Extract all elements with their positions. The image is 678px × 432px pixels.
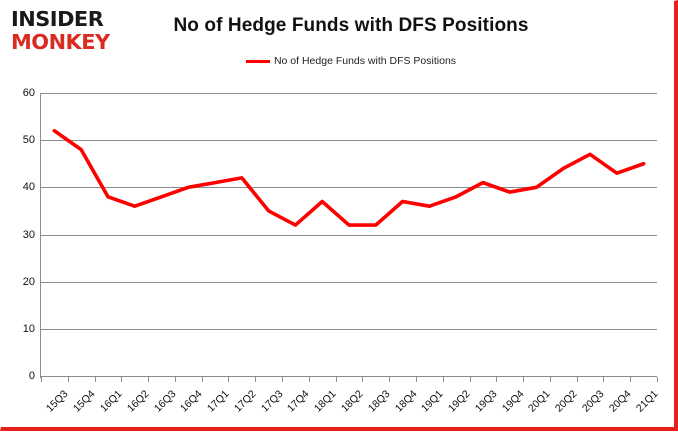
y-axis-tick-label: 50 [22,134,35,147]
x-axis-tick-label: 20Q3 [579,388,607,415]
x-axis-tick-label: 19Q4 [499,388,527,415]
x-axis-tick-mark [282,377,283,382]
y-axis-line [40,93,41,378]
x-axis-tick-mark [202,377,203,382]
page-title: No of Hedge Funds with DFS Positions [173,15,529,36]
x-axis-tick-label: 18Q3 [365,388,393,415]
x-axis-tick-label: 19Q1 [419,388,446,415]
x-axis-tick-mark [496,377,497,382]
x-axis-tick-mark [470,377,471,382]
x-axis-tick-mark [68,377,69,382]
x-axis-tick-mark [550,377,551,382]
x-axis-tick-label: 19Q2 [445,388,473,415]
x-axis-tick-mark [416,377,417,382]
x-axis-tick-label: 15Q3 [44,388,71,415]
x-axis-tick-label: 15Q4 [71,388,98,415]
x-axis-tick-label: 20Q1 [526,388,553,415]
x-axis-tick-mark [389,377,390,382]
x-axis-tick-mark [228,377,229,382]
chart-legend: No of Hedge Funds with DFS Positions [141,55,561,67]
x-axis-tick-mark [362,377,363,382]
x-axis-tick-label: 19Q3 [472,388,500,415]
x-axis-tick-label: 18Q1 [312,388,339,415]
x-axis-tick-mark [95,377,96,382]
x-axis-tick-labels: 15Q3 15Q4 16Q1 16Q2 16Q3 16Q4 17Q1 17Q2 17Q3 17Q4… [1,382,678,432]
x-axis-tick-label: 17Q3 [258,388,286,415]
x-axis-tick-label: 17Q4 [285,388,312,415]
x-axis-tick-marks [1,377,678,383]
x-axis-tick-mark [630,377,631,382]
y-axis-tick-label: 10 [22,322,35,335]
x-axis-tick-label: 16Q3 [151,388,179,415]
gridline [41,328,657,330]
x-axis-tick-label: 17Q2 [231,388,259,415]
y-axis-tick-label: 30 [22,228,35,241]
x-axis-tick-mark [148,377,149,382]
x-axis-tick-mark [577,377,578,382]
x-axis-tick-mark [121,377,122,382]
logo-line-monkey: MONKEY [11,29,110,54]
x-axis-tick-mark [443,377,444,382]
legend-item-label: No of Hedge Funds with DFS Positions [273,55,457,67]
y-axis-tick-label: 20 [22,275,35,288]
x-axis-tick-label: 18Q4 [392,388,420,415]
gridline [41,234,657,236]
x-axis-tick-mark [657,377,658,382]
insider-monkey-logo: INSIDER MONKEY [11,9,129,55]
x-axis-tick-label: 16Q2 [124,388,152,415]
x-axis-tick-label: 20Q2 [553,388,580,415]
x-axis-tick-mark [603,377,604,382]
x-axis-tick-mark [336,377,337,382]
x-axis-tick-mark [255,377,256,382]
logo-line-insider: INSIDER [11,7,104,31]
x-axis-tick-label: 20Q4 [606,388,634,415]
x-axis-line [40,376,657,377]
gridline [41,93,657,94]
y-axis-tick-label: 60 [22,87,35,99]
legend-color-swatch [245,59,270,63]
x-axis-tick-mark [175,377,176,382]
x-axis-tick-mark [41,377,42,382]
y-axis-tick-label: 40 [22,181,35,194]
x-axis-tick-mark [309,377,310,382]
x-axis-tick-label: 17Q1 [204,388,232,415]
y-axis-tick-label: 0 [28,370,35,382]
x-axis-tick-label: 21Q1 [633,388,661,415]
x-axis-tick-mark [523,377,524,382]
x-axis-tick-label: 16Q1 [97,388,125,415]
gridline [41,281,657,283]
x-axis-tick-label: 18Q2 [338,388,366,415]
x-axis-tick-label: 16Q4 [178,388,205,415]
